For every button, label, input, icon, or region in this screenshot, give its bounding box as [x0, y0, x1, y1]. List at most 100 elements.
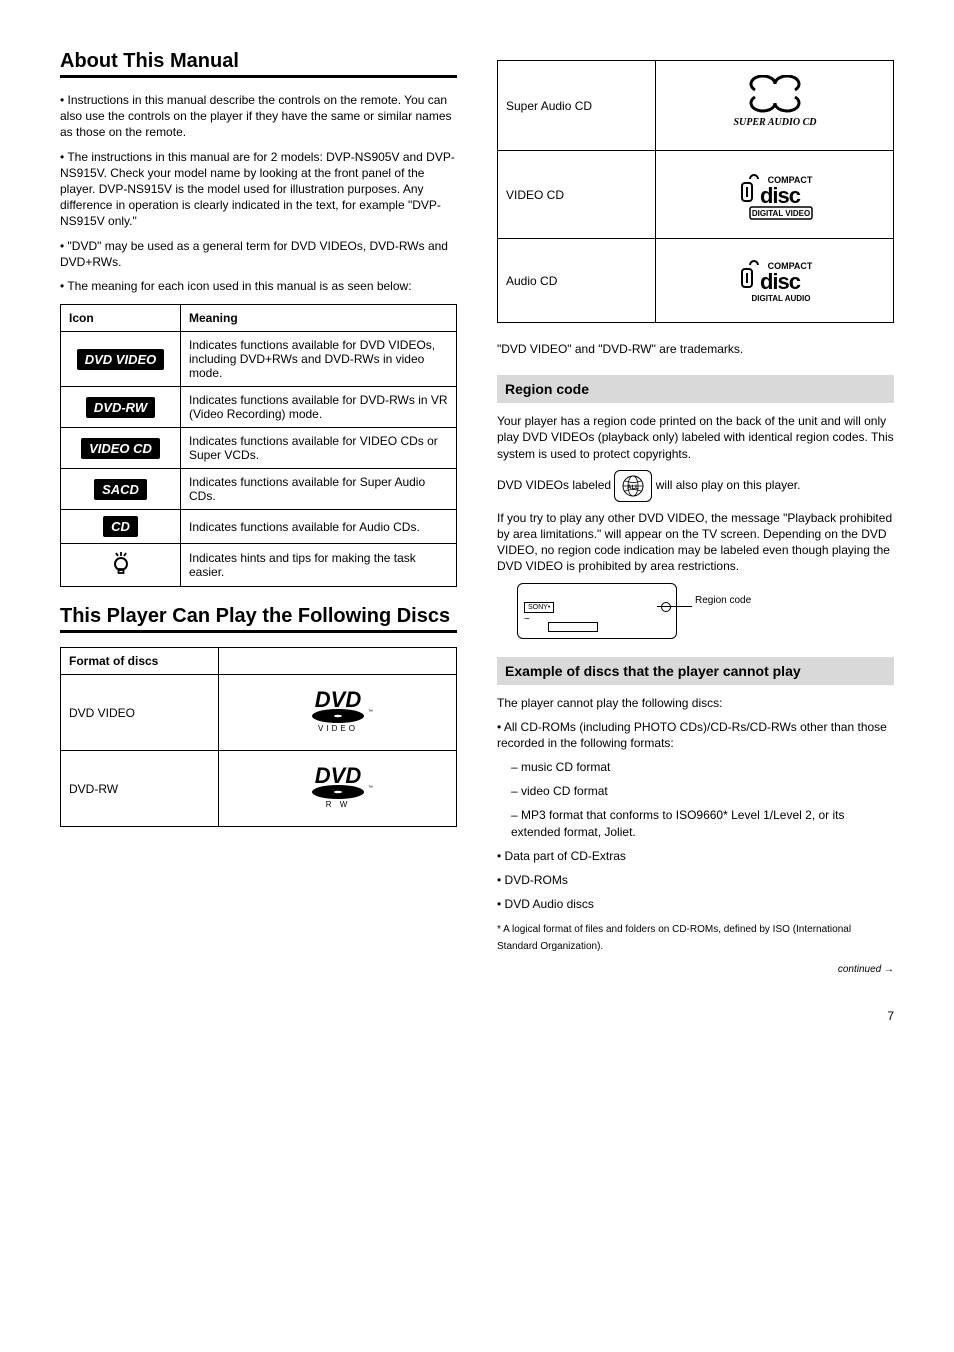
svg-text:SUPER AUDIO CD: SUPER AUDIO CD: [733, 117, 816, 128]
format-cell: DVD VIDEO: [61, 675, 219, 751]
intro-bullet: • The meaning for each icon used in this…: [60, 278, 457, 294]
icon-meaning-table: Icon Meaning DVD VIDEO Indicates functio…: [60, 304, 457, 587]
player-brand-label: SONY•: [524, 602, 554, 613]
intro-bullet: • Instructions in this manual describe t…: [60, 92, 457, 141]
table-row: DVD VIDEO Indicates functions available …: [61, 332, 457, 387]
meaning-cell: Indicates functions available for VIDEO …: [181, 428, 457, 469]
cd-digital-video-logo-icon: COMPACT disc DIGITAL VIDEO: [720, 165, 830, 221]
cannot-play-subitem: – music CD format: [511, 759, 894, 775]
list-text: All CD-ROMs (including PHOTO CDs)/CD-Rs/…: [497, 720, 887, 750]
meaning-header: Meaning: [181, 305, 457, 332]
table-row: VIDEO CD Indicates functions available f…: [61, 428, 457, 469]
page-number: 7: [60, 1009, 894, 1023]
dvd-video-logo-cell: DVD ™ VIDEO: [219, 675, 457, 751]
svg-text:ALL: ALL: [628, 485, 640, 491]
dvd-video-logo-icon: DVD ™ VIDEO: [293, 689, 383, 733]
intro-text: The meaning for each icon used in this m…: [67, 279, 411, 293]
region-all-globe-icon: ALL: [614, 470, 652, 502]
svg-text:DVD: DVD: [314, 689, 361, 712]
svg-text:DVD: DVD: [314, 765, 361, 788]
meaning-cell: Indicates functions available for Super …: [181, 469, 457, 510]
section-title-discs: This Player Can Play the Following Discs: [60, 605, 457, 628]
format-cell: Super Audio CD: [498, 61, 656, 151]
format-cell: VIDEO CD: [498, 151, 656, 239]
continued-marker: continued →: [497, 963, 894, 977]
region-code-dot: [661, 602, 671, 612]
region-paragraph: DVD VIDEOs labeled ALL will also play on…: [497, 470, 894, 502]
cannot-play-item: • DVD-ROMs: [497, 872, 894, 888]
player-tray: [548, 622, 598, 632]
svg-text:disc: disc: [760, 183, 801, 208]
table-row: DVD-RW DVD ™ R W: [61, 751, 457, 827]
cannot-play-item: • DVD Audio discs: [497, 896, 894, 912]
table-row: DVD VIDEO DVD ™ VIDEO: [61, 675, 457, 751]
cd-audio-logo-cell: COMPACT disc DIGITAL AUDIO: [656, 239, 894, 323]
title-rule: [60, 75, 457, 78]
svg-text:DIGITAL VIDEO: DIGITAL VIDEO: [752, 209, 810, 218]
trademark-note: "DVD VIDEO" and "DVD-RW" are trademarks.: [497, 341, 894, 357]
table-row: Audio CD COMPACT disc DIGITAL AUDIO: [498, 239, 894, 323]
table-row: Indicates hints and tips for making the …: [61, 544, 457, 587]
table-row: VIDEO CD COMPACT disc DIGITAL VIDEO: [498, 151, 894, 239]
tilde-mark: ~: [524, 614, 530, 625]
table-row: CD Indicates functions available for Aud…: [61, 510, 457, 544]
svg-text:DIGITAL AUDIO: DIGITAL AUDIO: [751, 294, 810, 303]
iso-note-text: * A logical format of files and folders …: [497, 924, 851, 952]
dvd-rw-label: DVD-RW: [86, 397, 155, 418]
format-table-left: Format of discs DVD VIDEO DVD ™ VIDEO DV…: [60, 647, 457, 827]
format-cell: Audio CD: [498, 239, 656, 323]
region-paragraph: Your player has a region code printed on…: [497, 413, 894, 462]
cd-digital-audio-logo-icon: COMPACT disc DIGITAL AUDIO: [720, 253, 830, 305]
meaning-cell: Indicates hints and tips for making the …: [181, 544, 457, 587]
video-cd-label: VIDEO CD: [81, 438, 160, 459]
list-text: DVD-ROMs: [505, 873, 568, 887]
icon-header: Icon: [61, 305, 181, 332]
intro-text: Instructions in this manual describe the…: [60, 93, 452, 139]
dvd-rw-logo-cell: DVD ™ R W: [219, 751, 457, 827]
intro-text: "DVD" may be used as a general term for …: [60, 239, 448, 269]
region-text-b: will also play on this player.: [656, 478, 801, 492]
svg-text:™: ™: [368, 785, 373, 791]
list-text: DVD Audio discs: [505, 897, 594, 911]
title-rule: [60, 630, 457, 633]
format-header: Format of discs: [61, 648, 219, 675]
list-text: Data part of CD-Extras: [505, 849, 626, 863]
sacd-logo-icon: SUPER AUDIO CD: [725, 75, 825, 133]
sacd-label: SACD: [94, 479, 147, 500]
cannot-play-header: Example of discs that the player cannot …: [497, 657, 894, 685]
svg-text:R W: R W: [325, 800, 350, 809]
intro-text: The instructions in this manual are for …: [60, 150, 455, 229]
player-diagram-wrap: SONY• ~ Region code: [497, 583, 894, 639]
callout-line: [657, 606, 692, 607]
intro-bullet: • "DVD" may be used as a general term fo…: [60, 238, 457, 270]
logo-header-empty: [219, 648, 457, 675]
region-code-header: Region code: [497, 375, 894, 403]
region-paragraph: If you try to play any other DVD VIDEO, …: [497, 510, 894, 575]
meaning-cell: Indicates functions available for Audio …: [181, 510, 457, 544]
dvd-rw-logo-icon: DVD ™ R W: [293, 765, 383, 809]
cannot-play-item: • All CD-ROMs (including PHOTO CDs)/CD-R…: [497, 719, 894, 751]
cannot-play-intro: The player cannot play the following dis…: [497, 695, 894, 711]
table-row: SACD Indicates functions available for S…: [61, 469, 457, 510]
intro-bullet: • The instructions in this manual are fo…: [60, 149, 457, 230]
sacd-logo-cell: SUPER AUDIO CD: [656, 61, 894, 151]
cannot-play-subitem: – video CD format: [511, 783, 894, 799]
dvd-video-label: DVD VIDEO: [77, 349, 165, 370]
region-text-a: DVD VIDEOs labeled: [497, 478, 614, 492]
table-row: DVD-RW Indicates functions available for…: [61, 387, 457, 428]
section-title-about: About This Manual: [60, 50, 457, 73]
format-cell: DVD-RW: [61, 751, 219, 827]
svg-text:VIDEO: VIDEO: [318, 724, 358, 733]
iso-footnote: * A logical format of files and folders …: [497, 920, 894, 953]
cd-label: CD: [103, 516, 138, 537]
cd-video-logo-cell: COMPACT disc DIGITAL VIDEO: [656, 151, 894, 239]
svg-text:™: ™: [368, 709, 373, 715]
hint-icon: [108, 550, 134, 580]
meaning-cell: Indicates functions available for DVD VI…: [181, 332, 457, 387]
cannot-play-item: • Data part of CD-Extras: [497, 848, 894, 864]
player-diagram: SONY• ~: [517, 583, 677, 639]
svg-text:disc: disc: [760, 269, 801, 294]
format-table-right: Super Audio CD SUPER AUDIO CD VIDEO CD: [497, 60, 894, 323]
cannot-play-subitem: – MP3 format that conforms to ISO9660* L…: [511, 807, 894, 839]
callout-text: Region code: [695, 595, 795, 607]
